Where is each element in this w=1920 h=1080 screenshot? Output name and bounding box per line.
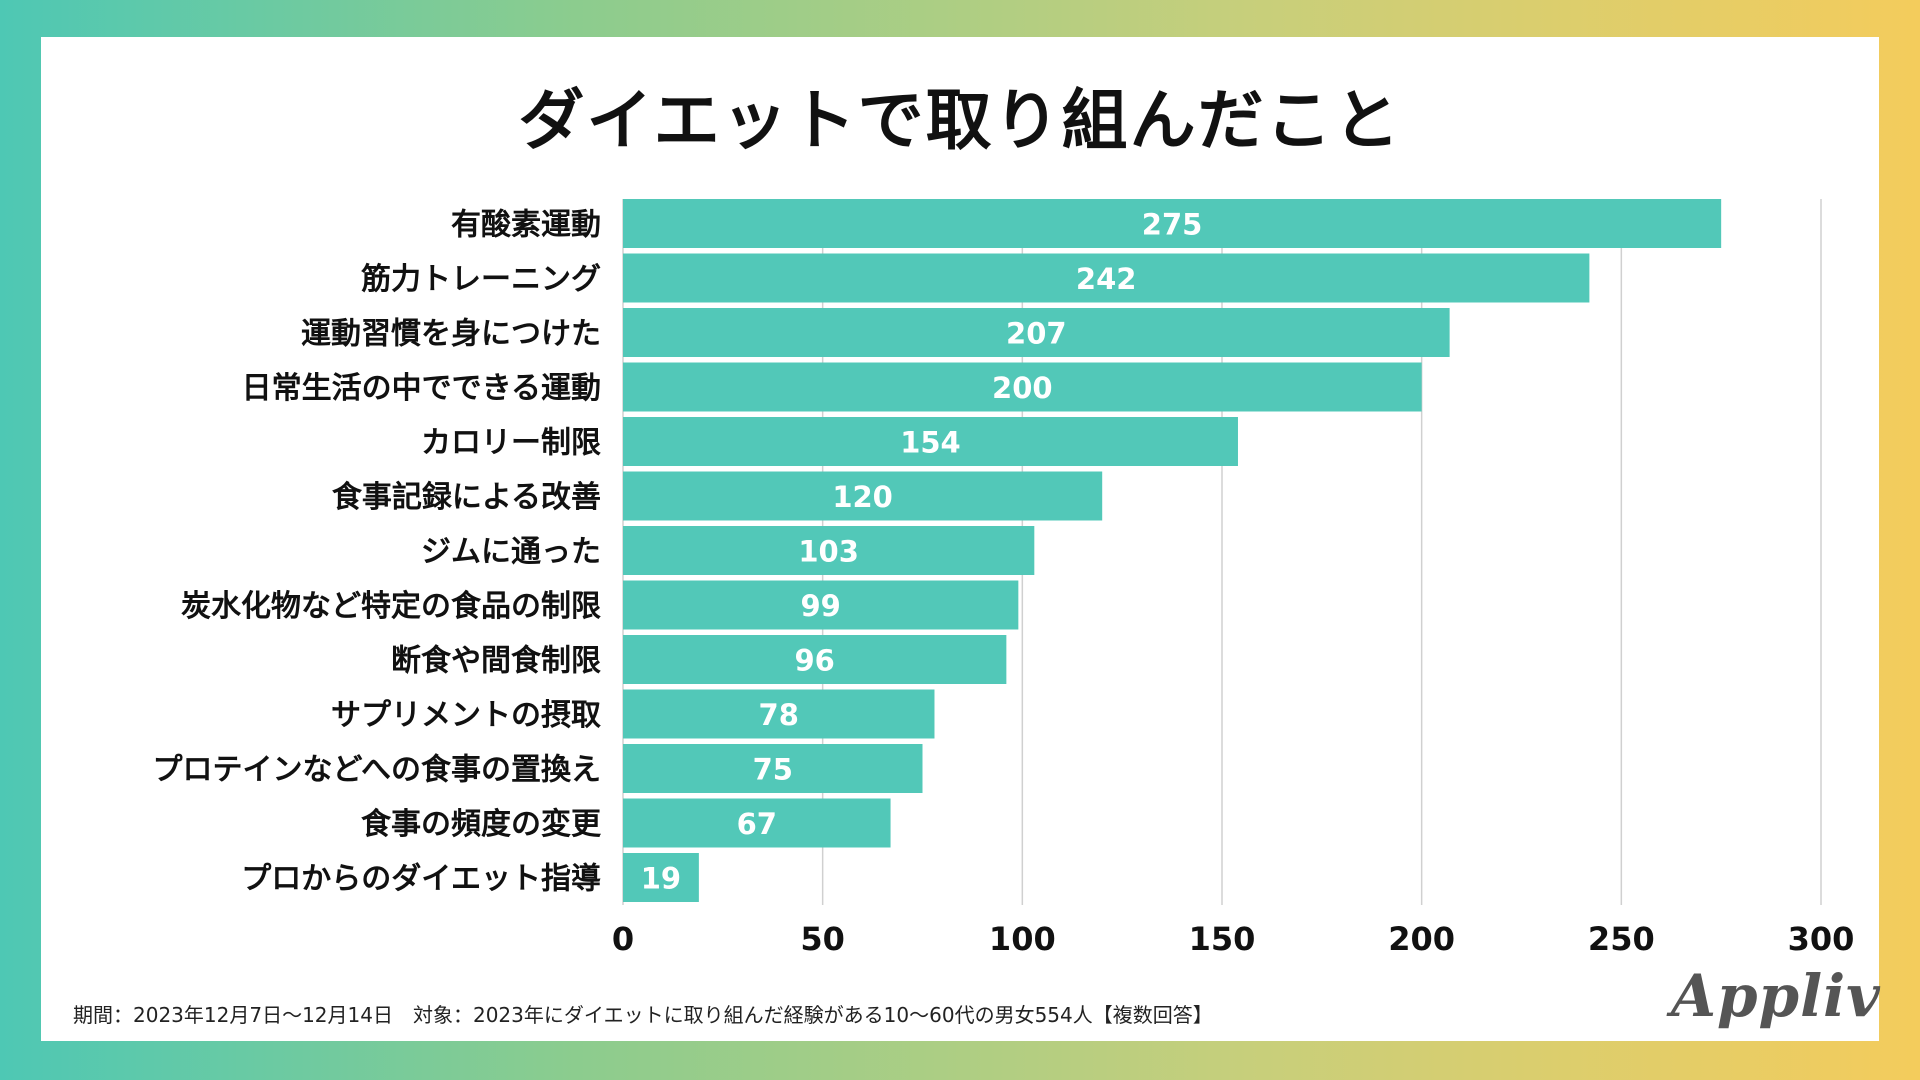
data-label: 242: [1076, 262, 1137, 296]
data-label: 275: [1142, 208, 1203, 242]
data-label: 200: [992, 371, 1053, 405]
data-label: 75: [753, 753, 793, 787]
category-label: 食事記録による改善: [332, 480, 601, 515]
bar: [623, 417, 1238, 466]
bar: [623, 471, 1103, 521]
data-label: 99: [800, 589, 840, 623]
bar: [623, 253, 1590, 303]
chart-card: ダイエットで取り組んだこと 0 50 100 150 200 250 300 有酸素運動 275…: [41, 37, 1881, 1041]
x-tick-label: 100: [989, 920, 1056, 958]
bar: [623, 199, 1722, 248]
bar: [623, 526, 1035, 575]
category-label: 筋力トレーニング: [361, 262, 601, 297]
x-tick-label: 300: [1788, 920, 1855, 958]
x-tick-label: 0: [612, 920, 634, 958]
data-label: 103: [798, 535, 859, 569]
bar: [623, 853, 699, 902]
chart-title: ダイエットで取り組んだこと: [518, 82, 1402, 159]
bar: [623, 580, 1019, 630]
category-label: 有酸素運動: [451, 208, 601, 243]
data-label: 78: [759, 698, 799, 732]
x-tick-label: 250: [1588, 920, 1655, 958]
category-label: ジムに通った: [421, 535, 601, 570]
category-label: 炭水化物など特定の食品の制限: [181, 589, 601, 624]
data-label: 67: [737, 807, 777, 841]
category-label: カロリー制限: [421, 426, 601, 461]
category-label: プロからのダイエット指導: [241, 862, 601, 897]
x-tick-label: 200: [1388, 920, 1455, 958]
category-label: サプリメントの摂取: [331, 698, 601, 733]
data-label: 19: [641, 862, 681, 896]
category-label: 運動習慣を身につけた: [301, 317, 601, 352]
data-label: 207: [1006, 317, 1067, 351]
bar: [623, 798, 891, 848]
bar: [623, 689, 935, 739]
data-label: 96: [795, 644, 835, 678]
x-tick-label: 150: [1189, 920, 1256, 958]
footnote: 期間：2023年12月7日〜12月14日 対象：2023年にダイエットに取り組ん…: [73, 1003, 1213, 1027]
category-label: 断食や間食制限: [391, 644, 601, 679]
category-label: 日常生活の中でできる運動: [242, 371, 601, 406]
x-tick-label: 50: [800, 920, 845, 958]
bar: [623, 308, 1450, 357]
data-label: 120: [832, 480, 893, 514]
bar: [623, 744, 923, 793]
bar: [623, 362, 1422, 412]
category-label: 食事の頻度の変更: [361, 807, 602, 842]
category-label: プロテインなどへの食事の置換え: [153, 753, 602, 788]
bar: [623, 635, 1007, 684]
brand-logo: Appliv: [1671, 962, 1881, 1030]
data-label: 154: [900, 426, 961, 460]
bar-chart: 0 50 100 150 200 250 300 有酸素運動 275 筋力トレーニング 242 運動習…: [153, 199, 1855, 958]
